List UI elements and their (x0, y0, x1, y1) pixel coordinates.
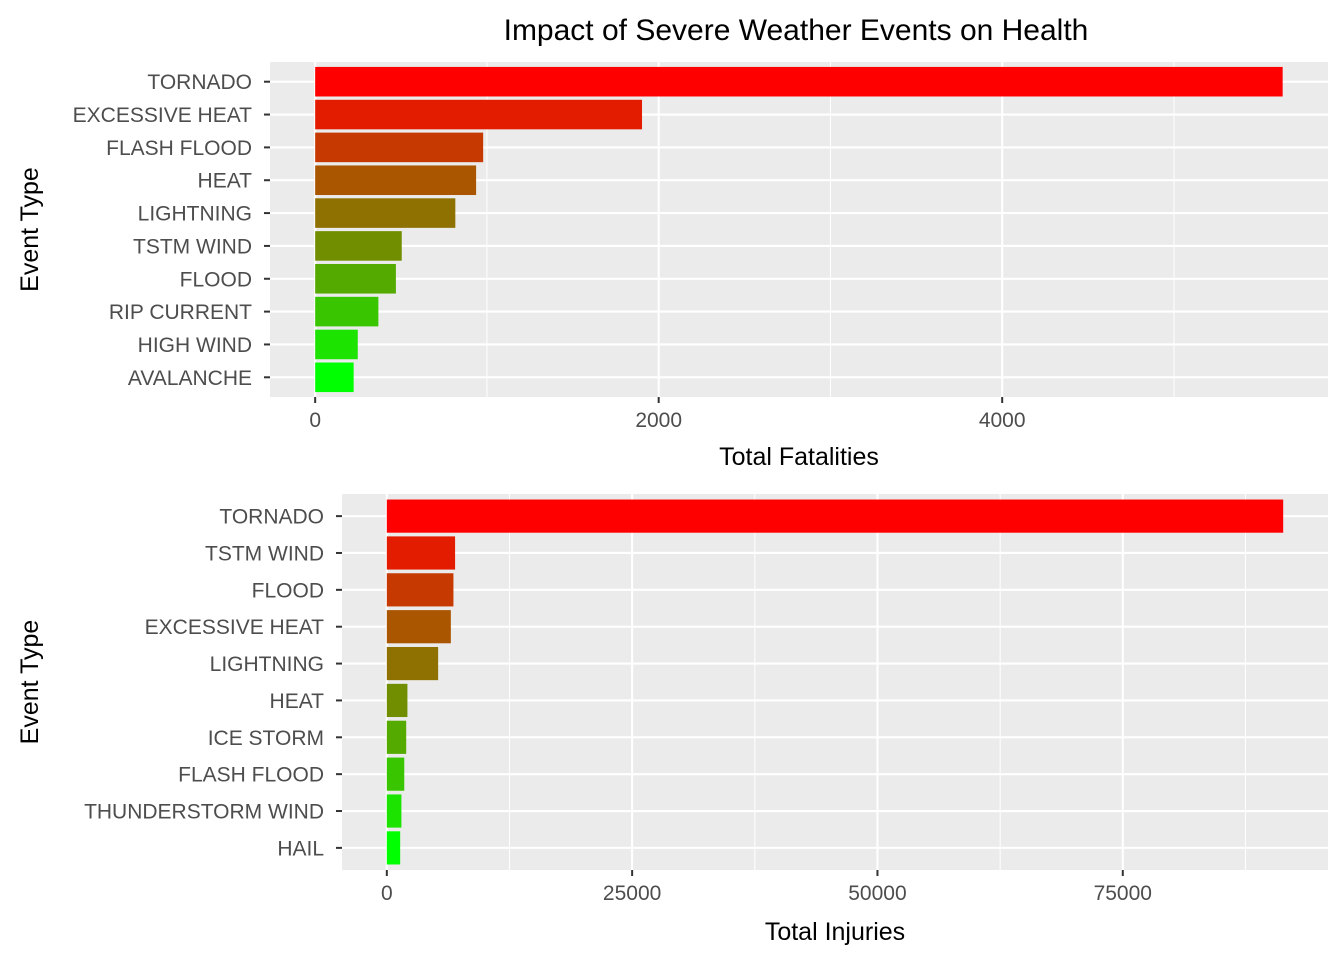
fatalities-y-tick-label: TORNADO (147, 71, 252, 94)
injuries-panel: TORNADO TSTM WIND FLOOD EXCESSIVE HEAT LIGHT… (16, 494, 1328, 946)
fatalities-x-axis: 0 2000 4000 (309, 397, 1026, 432)
bar-flash-flood (386, 757, 405, 791)
fatalities-x-tick-label: 4000 (979, 409, 1026, 432)
fatalities-y-tick-label: LIGHTNING (138, 203, 252, 226)
injuries-y-tick-label: HAIL (277, 837, 324, 860)
injuries-y-tick-label: THUNDERSTORM WIND (84, 801, 324, 824)
bar-heat (386, 683, 408, 718)
chart-title: Impact of Severe Weather Events on Healt… (504, 14, 1089, 47)
injuries-y-tick-label: FLOOD (252, 579, 324, 602)
bar-thunderstorm-wind (386, 794, 402, 828)
injuries-x-axis-title: Total Injuries (765, 918, 905, 946)
bar-lightning (386, 646, 439, 681)
fatalities-x-axis-title: Total Fatalities (719, 443, 879, 471)
injuries-x-tick-label: 25000 (603, 882, 661, 905)
bar-flood (315, 263, 396, 294)
fatalities-y-tick-label: EXCESSIVE HEAT (73, 104, 253, 127)
bar-tornado (386, 499, 1284, 533)
fatalities-y-axis: TORNADO EXCESSIVE HEAT FLASH FLOOD HEAT LIGH… (73, 71, 270, 390)
bar-tstm-wind (386, 536, 456, 570)
injuries-y-tick-label: ICE STORM (208, 727, 324, 750)
bar-ice-storm (386, 720, 407, 754)
injuries-x-tick-label: 0 (381, 882, 393, 905)
fatalities-y-tick-label: AVALANCHE (128, 367, 252, 390)
bar-excessive-heat (315, 99, 643, 130)
injuries-y-axis-title: Event Type (16, 620, 44, 745)
fatalities-y-tick-label: TSTM WIND (133, 235, 252, 258)
injuries-y-tick-label: EXCESSIVE HEAT (145, 616, 325, 639)
injuries-x-tick-label: 75000 (1094, 882, 1152, 905)
fatalities-x-tick-label: 2000 (635, 409, 682, 432)
bar-rip-current (315, 296, 379, 327)
bar-flood (386, 573, 454, 607)
injuries-x-axis: 0 25000 50000 75000 (381, 870, 1152, 905)
bar-tornado (315, 66, 1283, 97)
injuries-y-tick-label: HEAT (270, 690, 325, 713)
bar-heat (315, 165, 477, 196)
bar-lightning (315, 198, 456, 228)
injuries-y-tick-label: TSTM WIND (205, 542, 324, 565)
injuries-y-tick-label: FLASH FLOOD (178, 764, 324, 787)
bar-avalanche (315, 362, 354, 393)
bar-tstm-wind (315, 231, 402, 261)
bar-hail (386, 831, 401, 865)
injuries-minor-grid (508, 494, 1246, 870)
fatalities-y-tick-label: FLASH FLOOD (106, 137, 252, 160)
bar-excessive-heat (386, 610, 451, 644)
fatalities-y-tick-label: HEAT (198, 170, 253, 193)
injuries-y-axis: TORNADO TSTM WIND FLOOD EXCESSIVE HEAT LIGHT… (84, 506, 342, 860)
injuries-x-tick-label: 50000 (848, 882, 906, 905)
bar-high-wind (315, 329, 358, 360)
fatalities-x-tick-label: 0 (309, 409, 321, 432)
fatalities-bars (315, 66, 1283, 393)
fatalities-y-tick-label: HIGH WIND (138, 334, 252, 357)
fatalities-y-tick-label: FLOOD (180, 268, 252, 291)
injuries-y-tick-label: LIGHTNING (210, 653, 324, 676)
bar-flash-flood (315, 132, 484, 163)
fatalities-y-axis-title: Event Type (16, 167, 44, 292)
fatalities-y-tick-label: RIP CURRENT (109, 301, 252, 324)
injuries-bars (386, 499, 1284, 865)
injuries-plot-background (342, 494, 1328, 870)
injuries-y-tick-label: TORNADO (219, 506, 324, 529)
fatalities-panel: TORNADO EXCESSIVE HEAT FLASH FLOOD HEAT LIGH… (16, 62, 1328, 471)
